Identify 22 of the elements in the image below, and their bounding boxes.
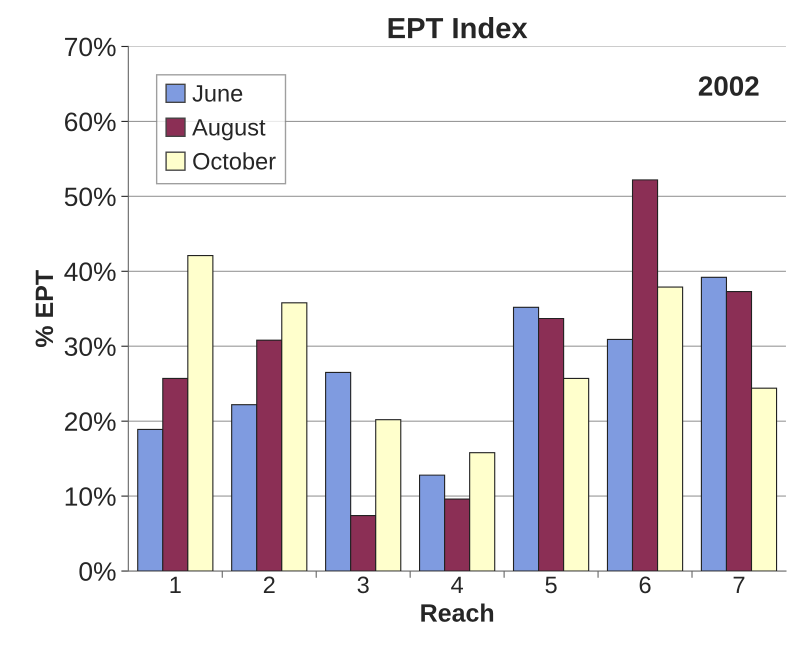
y-tick-label: 30%: [64, 337, 116, 356]
legend-label: June: [192, 85, 242, 102]
y-tick-label: 0%: [79, 562, 116, 581]
chart-title: EPT Index: [388, 17, 528, 38]
annotation: 2002: [698, 76, 759, 96]
y-tick-label: 20%: [65, 412, 116, 431]
x-tick-label: 2: [264, 576, 275, 594]
legend-label: August: [192, 119, 266, 140]
x-tick-label: 4: [451, 576, 464, 594]
x-tick-label: 3: [358, 576, 369, 594]
x-axis-title: Reach: [421, 603, 494, 622]
y-axis-title: % EPT: [36, 270, 54, 348]
legend-label: October: [193, 152, 276, 170]
y-tick-label: 60%: [65, 112, 116, 132]
x-tick-label: 6: [640, 576, 651, 594]
y-tick-label: 70%: [65, 38, 116, 56]
y-tick-label: 40%: [64, 262, 116, 282]
x-tick-label: 1: [170, 576, 181, 594]
y-tick-label: 50%: [64, 187, 116, 206]
y-tick-label: 10%: [66, 487, 116, 506]
x-tick-label: 7: [734, 576, 744, 594]
x-tick-label: 5: [545, 576, 557, 594]
